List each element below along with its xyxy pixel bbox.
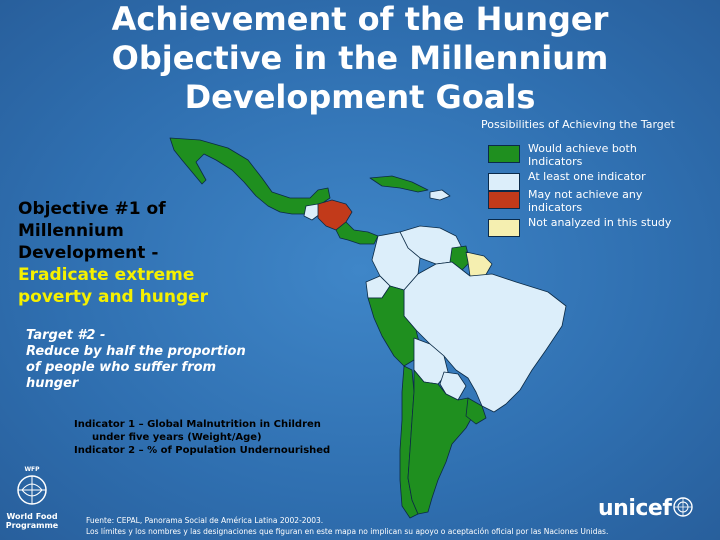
target-line: hunger xyxy=(26,376,79,391)
legend-item-not-analyzed: Not analyzed in this study xyxy=(488,216,683,244)
title-line: Development Goals xyxy=(184,78,536,116)
page-title: Achievement of the Hunger Objective in t… xyxy=(100,0,620,117)
region-mexico xyxy=(169,137,331,215)
region-costa-rica-panama xyxy=(335,221,379,245)
legend-swatch xyxy=(488,191,520,209)
target-text: Target #2 - Reduce by half the proportio… xyxy=(26,328,276,392)
region-guatemala xyxy=(303,203,321,221)
legend-label: Not analyzed in this study xyxy=(528,216,672,229)
legend-item-at-least-one: At least one indicator xyxy=(488,170,683,191)
source-line: Fuente: CEPAL, Panorama Social de Améric… xyxy=(86,516,324,525)
objective-line: Objective #1 of xyxy=(18,199,166,219)
indicator-line: Indicator 2 – % of Population Undernouri… xyxy=(74,445,331,456)
legend-swatch xyxy=(488,173,520,191)
title-line: Objective in the Millennium xyxy=(111,39,609,77)
objective-text: Objective #1 of Millennium Development -… xyxy=(18,198,258,308)
wfp-mark: WFP xyxy=(24,466,40,473)
wfp-label: Programme xyxy=(5,521,59,530)
wfp-label: World Food xyxy=(6,512,58,521)
legend: Would achieve both Indicators At least o… xyxy=(488,142,683,244)
wfp-emblem-icon: WFP xyxy=(17,466,47,505)
region-argentina xyxy=(407,369,477,515)
objective-line: Development - xyxy=(18,243,159,263)
target-line: Target #2 - xyxy=(26,328,106,343)
legend-swatch xyxy=(488,219,520,237)
legend-title: Possibilities of Achieving the Target xyxy=(481,118,675,131)
objective-highlight-line: poverty and hunger xyxy=(18,287,209,307)
unicef-emblem-icon xyxy=(673,497,693,517)
legend-item-may-not: May not achieve any indicators xyxy=(488,188,683,216)
legend-label: May not achieve any indicators xyxy=(528,188,643,214)
indicator-line: Indicator 1 – Global Malnutrition in Chi… xyxy=(74,419,321,430)
target-line: of people who suffer from xyxy=(26,360,217,375)
unicef-wordmark: unicef xyxy=(598,496,672,521)
source-note: Fuente: CEPAL, Panorama Social de Améric… xyxy=(86,515,706,537)
legend-item-achieve-both: Would achieve both Indicators xyxy=(488,142,683,170)
indicators-text: Indicator 1 – Global Malnutrition in Chi… xyxy=(74,418,404,457)
objective-line: Millennium xyxy=(18,221,124,241)
legend-swatch xyxy=(488,145,520,163)
target-line: Reduce by half the proportion xyxy=(26,344,246,359)
wfp-logo: WFP World Food Programme xyxy=(4,464,60,530)
region-uruguay xyxy=(465,397,487,425)
indicator-line: under five years (Weight/Age) xyxy=(92,432,262,443)
region-hispaniola xyxy=(429,189,451,201)
legend-label: Would achieve both Indicators xyxy=(528,142,637,168)
legend-label: At least one indicator xyxy=(528,170,646,183)
objective-highlight-line: Eradicate extreme xyxy=(18,265,195,285)
title-line: Achievement of the Hunger xyxy=(111,0,609,38)
source-line: Los límites y los nombres y las designac… xyxy=(86,527,609,536)
region-cuba xyxy=(369,175,429,193)
